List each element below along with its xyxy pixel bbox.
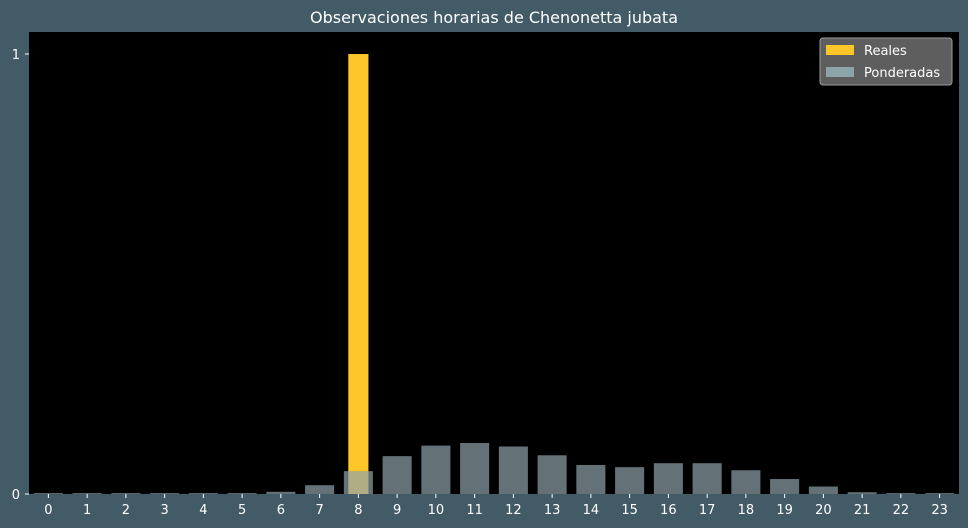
- bar-ponderadas-0: [33, 493, 63, 494]
- bar-ponderadas-9: [382, 456, 412, 494]
- x-tick-label: 12: [505, 503, 522, 518]
- x-tick-label: 21: [854, 503, 871, 518]
- x-tick-label: 8: [354, 503, 362, 518]
- legend-swatch-reales: [826, 45, 854, 55]
- bar-ponderadas-10: [421, 445, 451, 494]
- bar-ponderadas-13: [537, 455, 567, 494]
- legend: Reales Ponderadas: [819, 37, 953, 86]
- x-tick-label: 9: [393, 503, 401, 518]
- bar-ponderadas-16: [653, 463, 683, 494]
- x-tick-label: 22: [893, 503, 910, 518]
- bar-ponderadas-5: [227, 493, 257, 494]
- series-reales: [348, 54, 369, 494]
- bar-ponderadas-12: [498, 446, 528, 494]
- bar-reales-8: [348, 54, 369, 494]
- x-tick-label: 11: [466, 503, 483, 518]
- bar-ponderadas-17: [692, 463, 722, 494]
- x-tick-label: 16: [660, 503, 677, 518]
- x-tick-label: 0: [44, 503, 52, 518]
- x-tick-label: 15: [621, 503, 638, 518]
- bar-ponderadas-23: [925, 493, 955, 494]
- x-tick-label: 3: [160, 503, 168, 518]
- bar-ponderadas-21: [847, 492, 877, 494]
- bar-ponderadas-11: [460, 442, 490, 494]
- x-tick-label: 6: [277, 503, 285, 518]
- series-ponderadas: [33, 442, 955, 494]
- x-tick-label: 2: [122, 503, 130, 518]
- bar-ponderadas-7: [305, 485, 335, 494]
- bar-ponderadas-20: [808, 486, 838, 494]
- legend-swatch-ponderadas: [826, 67, 854, 77]
- chart-title: Observaciones horarias de Chenonetta jub…: [310, 8, 678, 27]
- legend-label-reales: Reales: [864, 44, 907, 59]
- x-tick-label: 23: [931, 503, 948, 518]
- x-tick-label: 4: [199, 503, 207, 518]
- x-tick-label: 7: [315, 503, 323, 518]
- bar-ponderadas-1: [72, 493, 102, 494]
- bar-ponderadas-4: [188, 493, 218, 494]
- bar-ponderadas-18: [731, 470, 761, 494]
- bar-ponderadas-14: [576, 464, 606, 494]
- legend-label-ponderadas: Ponderadas: [864, 66, 940, 81]
- bar-ponderadas-22: [886, 493, 916, 494]
- x-tick-label: 1: [83, 503, 91, 518]
- x-tick-label: 14: [583, 503, 600, 518]
- bar-ponderadas-6: [266, 491, 296, 494]
- x-tick-label: 20: [815, 503, 832, 518]
- plot-area: [29, 32, 959, 494]
- x-axis: 0 1 2 3 4 5 6 7 8 9 10 11 12 13 14 15 16 17 18 19 20 21 22 23: [44, 494, 948, 518]
- bar-ponderadas-19: [770, 479, 800, 494]
- x-tick-label: 17: [699, 503, 716, 518]
- x-tick-label: 5: [238, 503, 246, 518]
- bar-ponderadas-2: [111, 493, 141, 494]
- x-tick-label: 13: [544, 503, 561, 518]
- x-tick-label: 10: [428, 503, 445, 518]
- bar-ponderadas-8: [343, 471, 373, 494]
- y-tick-label: 1: [12, 48, 20, 63]
- bar-ponderadas-3: [150, 493, 180, 494]
- x-tick-label: 19: [776, 503, 793, 518]
- bar-ponderadas-15: [615, 467, 645, 494]
- y-axis: 01: [12, 48, 29, 503]
- x-tick-label: 18: [738, 503, 755, 518]
- y-tick-label: 0: [12, 488, 20, 503]
